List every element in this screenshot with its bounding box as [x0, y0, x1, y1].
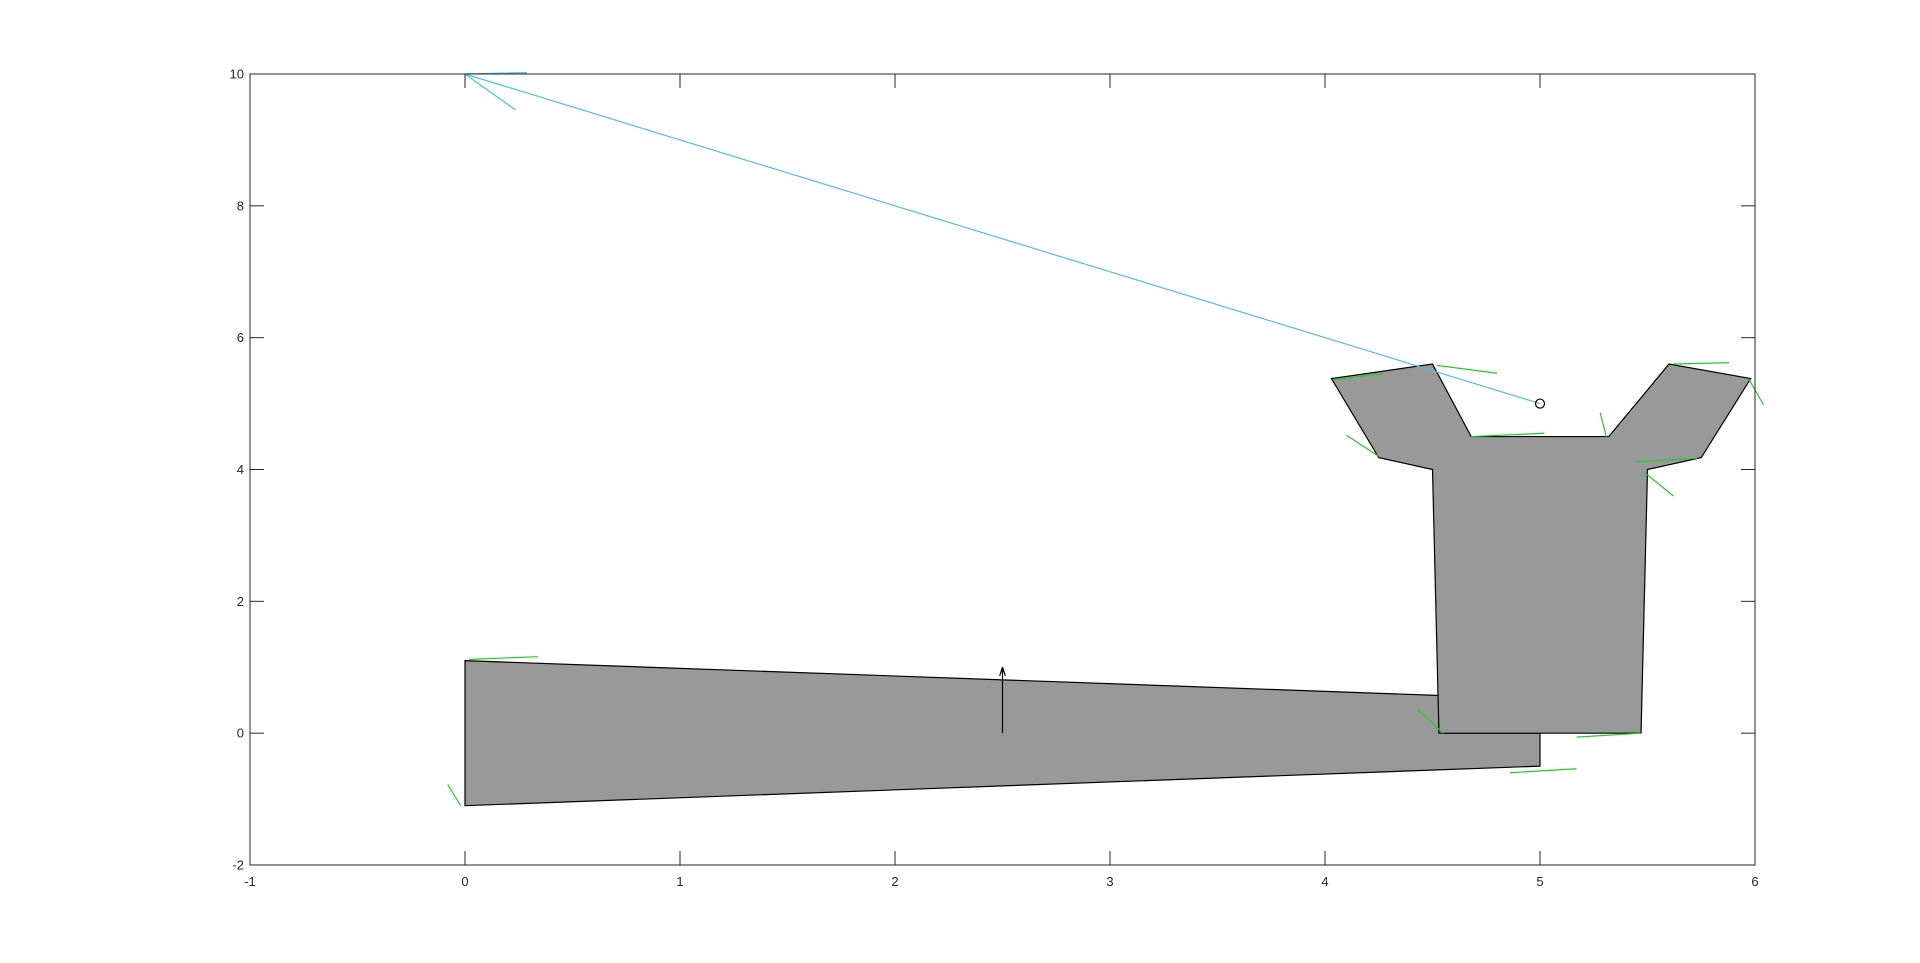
normal-segment-2	[447, 784, 462, 806]
y-tick-label: 10	[230, 67, 244, 82]
y-tick-label: -2	[232, 858, 244, 873]
y-tick-label: 2	[237, 594, 244, 609]
y-tick-label: 4	[237, 462, 244, 477]
x-tick-label: -1	[244, 874, 256, 889]
normal-segment-9	[1673, 362, 1730, 365]
x-tick-label: 6	[1751, 874, 1758, 889]
normal-segment-1	[469, 656, 539, 660]
normal-segment-6	[1642, 471, 1674, 497]
normal-segment-13	[1333, 372, 1384, 381]
normal-segment-14	[1346, 434, 1380, 457]
normal-segment-12	[1436, 364, 1498, 374]
x-tick-label: 1	[676, 874, 683, 889]
x-tick-label: 0	[461, 874, 468, 889]
normal-segment-5	[1576, 732, 1642, 738]
shape-polygon-2	[1330, 363, 1752, 734]
arrows-layer	[464, 72, 1546, 734]
normal-segment-8	[1748, 378, 1765, 406]
normal-segment-4	[1509, 768, 1577, 774]
y-tick-label: 8	[237, 198, 244, 213]
upward-arrow	[999, 667, 1006, 734]
x-tick-label: 3	[1106, 874, 1113, 889]
green-normals-layer	[447, 362, 1765, 806]
upward-arrow-head-2	[999, 667, 1004, 676]
direction-arrow-shaft	[464, 73, 1541, 405]
direction-arrow	[464, 72, 1541, 405]
normal-segment-11	[1471, 432, 1545, 438]
y-tick-label: 0	[237, 726, 244, 741]
point-marker	[1534, 398, 1546, 409]
ticks-layer: -1 0 1 2 3 4 5 6 -2 0 2 4 6 8 10	[230, 67, 1759, 890]
y-tick-label: 6	[237, 330, 244, 345]
upward-arrow-head-1	[1001, 667, 1006, 676]
x-tick-label: 4	[1321, 874, 1328, 889]
direction-arrow-head-2	[464, 73, 516, 111]
normal-segment-10	[1599, 412, 1608, 439]
x-tick-label: 5	[1536, 874, 1543, 889]
normal-segment-3	[1417, 708, 1444, 734]
polygons-layer	[464, 363, 1752, 807]
normal-segment-7	[1636, 457, 1697, 463]
x-tick-label: 2	[891, 874, 898, 889]
